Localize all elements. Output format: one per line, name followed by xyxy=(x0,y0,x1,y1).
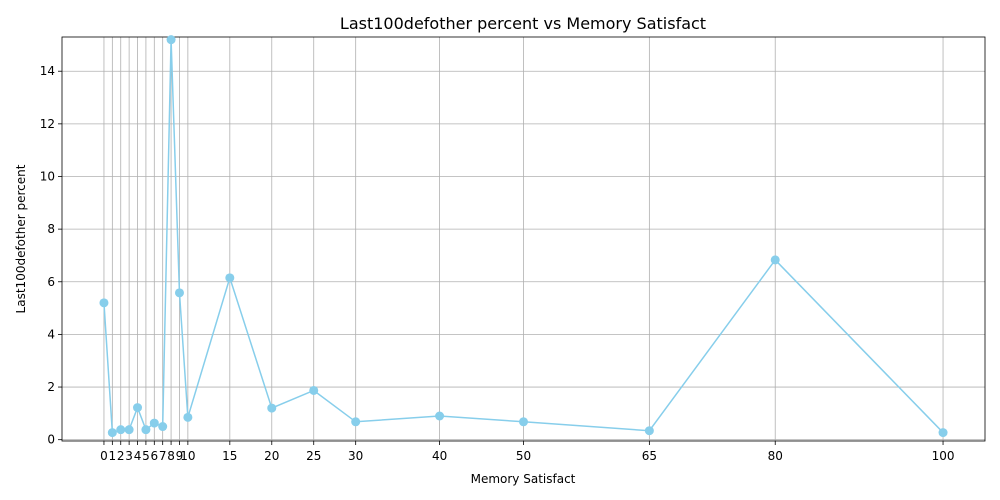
y-axis-label: Last100defother percent xyxy=(14,164,28,313)
x-tick-label: 15 xyxy=(222,449,237,463)
y-tick-label: 0 xyxy=(47,433,55,447)
data-point xyxy=(309,385,319,395)
data-point xyxy=(435,411,445,421)
x-tick-label: 5 xyxy=(142,449,150,463)
data-point xyxy=(770,255,780,265)
data-point xyxy=(116,425,126,435)
x-tick-label: 100 xyxy=(932,449,955,463)
x-tick-label: 30 xyxy=(348,449,363,463)
x-tick-label: 6 xyxy=(150,449,158,463)
chart-title: Last100defother percent vs Memory Satisf… xyxy=(340,14,706,33)
x-tick-label: 0 xyxy=(100,449,108,463)
data-point xyxy=(183,412,193,422)
y-tick-label: 4 xyxy=(47,327,55,341)
data-point xyxy=(99,298,109,308)
x-tick-label: 9 xyxy=(176,449,184,463)
x-tick-label: 2 xyxy=(117,449,125,463)
x-tick-label: 1 xyxy=(109,449,117,463)
x-tick-label: 50 xyxy=(516,449,531,463)
x-tick-label: 3 xyxy=(125,449,133,463)
x-tick-label: 4 xyxy=(134,449,142,463)
y-tick-label: 10 xyxy=(40,169,55,183)
y-tick-label: 2 xyxy=(47,380,55,394)
y-tick-label: 8 xyxy=(47,222,55,236)
x-axis-label: Memory Satisfact xyxy=(471,472,576,486)
x-tick-label: 20 xyxy=(264,449,279,463)
data-point xyxy=(225,273,235,283)
data-point xyxy=(519,417,528,427)
data-point xyxy=(107,428,117,438)
data-point xyxy=(938,428,948,438)
y-tick-label: 14 xyxy=(40,64,55,78)
data-point xyxy=(149,418,159,428)
data-point xyxy=(351,417,361,427)
data-point xyxy=(644,426,654,436)
data-point xyxy=(124,425,134,435)
data-point xyxy=(267,403,277,413)
x-tick-label: 80 xyxy=(768,449,783,463)
x-tick-label: 25 xyxy=(306,449,321,463)
data-point xyxy=(141,425,151,435)
x-tick-label: 8 xyxy=(167,449,175,463)
data-point xyxy=(166,35,176,45)
ticks-layer: 0 1 2 3 4 5 6 7 8 910 15 20 25 30 40 50 65 80 100024681012… xyxy=(40,64,955,463)
data-point xyxy=(174,288,184,298)
y-tick-label: 12 xyxy=(40,117,55,131)
x-tick-label: 65 xyxy=(642,449,657,463)
x-tick-label: 40 xyxy=(432,449,447,463)
y-tick-label: 6 xyxy=(47,275,55,289)
x-tick-label: 10 xyxy=(180,449,195,463)
grid-layer xyxy=(62,37,985,441)
data-point xyxy=(158,422,168,432)
series-layer xyxy=(99,35,948,438)
data-point xyxy=(133,403,143,413)
x-tick-label: 7 xyxy=(159,449,167,463)
